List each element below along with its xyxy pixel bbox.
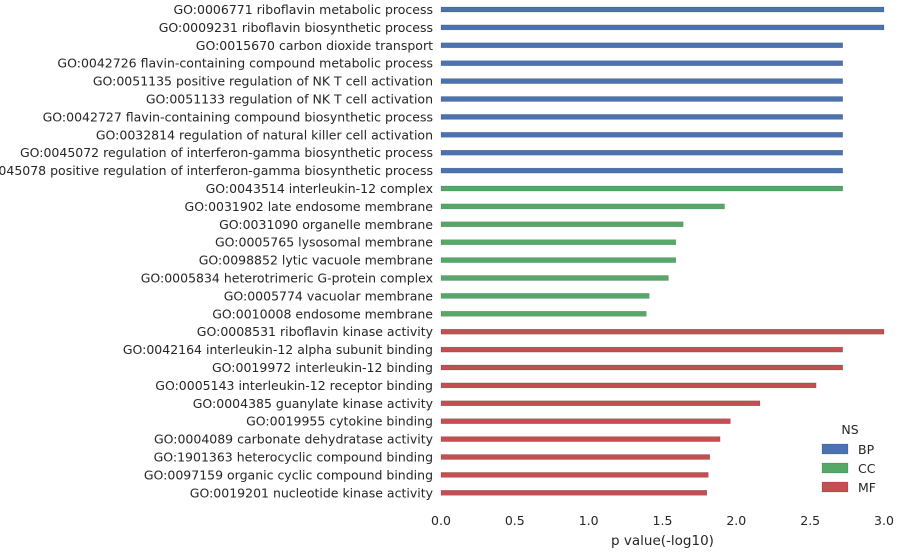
bar: [440, 382, 817, 389]
bar: [440, 6, 885, 13]
category-label: GO:0032814 regulation of natural killer …: [96, 127, 433, 142]
bar: [440, 490, 708, 496]
bar: [440, 293, 650, 299]
category-label: GO:0019972 interleukin-12 binding: [212, 360, 433, 375]
category-label: GO:0005774 vacuolar membrane: [224, 288, 434, 303]
category-label: GO:0019955 cytokine binding: [246, 414, 433, 429]
bar: [440, 418, 731, 424]
legend-swatch-bp: [821, 443, 849, 455]
bar: [440, 203, 725, 210]
bar: [440, 239, 677, 245]
legend: NS BP CC MF: [821, 422, 876, 495]
category-label: GO:0097159 organic cyclic compound bindi…: [144, 467, 433, 482]
x-axis-title: p value(-log10): [611, 533, 714, 549]
x-tick-label: 1.5: [653, 513, 673, 528]
bar: [440, 24, 885, 31]
bar: [440, 275, 669, 281]
x-tick-label: 0.5: [505, 513, 525, 528]
bar: [440, 221, 684, 228]
bar: [440, 257, 677, 263]
x-tick-label: 3.0: [874, 513, 894, 528]
category-label: GO:0045078 positive regulation of interf…: [0, 163, 433, 178]
category-label: GO:0005834 heterotrimeric G-protein comp…: [141, 271, 433, 286]
category-label: GO:0004385 guanylate kinase activity: [193, 396, 434, 411]
category-label: GO:0042727 flavin-containing compound bi…: [43, 109, 433, 124]
bar: [440, 436, 721, 442]
x-tick-label: 0.0: [431, 513, 451, 528]
category-label: GO:0005143 interleukin-12 receptor bindi…: [155, 378, 433, 393]
legend-label-mf: MF: [858, 480, 876, 495]
category-label: GO:1901363 heterocyclic compound binding: [154, 450, 433, 465]
category-label: GO:0005765 lysosomal membrane: [215, 235, 433, 250]
bar: [440, 400, 761, 407]
bar: [440, 328, 885, 335]
bars-layer: [440, 6, 885, 496]
legend-swatch-mf: [821, 481, 849, 493]
category-label: GO:0043514 interleukin-12 complex: [206, 181, 433, 196]
category-label: GO:0042164 interleukin-12 alpha subunit …: [123, 342, 433, 357]
x-tick-label: 2.0: [726, 513, 746, 528]
bar: [440, 132, 843, 138]
category-label: GO:0010008 endosome membrane: [212, 306, 433, 321]
category-label: GO:0098852 lytic vacuole membrane: [199, 253, 434, 268]
category-label: GO:0051133 regulation of NK T cell activ…: [146, 92, 433, 107]
bar: [440, 60, 843, 66]
bar: [440, 167, 843, 174]
bar: [440, 78, 843, 84]
bar: [440, 346, 843, 353]
category-labels: GO:0006771 riboflavin metabolic process G…: [0, 2, 434, 500]
category-label: GO:0042726 flavin-containing compound me…: [57, 56, 433, 71]
legend-label-bp: BP: [858, 442, 875, 457]
legend-label-cc: CC: [858, 461, 876, 476]
bar: [440, 454, 711, 460]
legend-entries: BP CC MF: [821, 442, 876, 495]
x-axis-ticks: 0.0 0.5 1.0 1.5 2.0 2.5 3.0: [431, 513, 894, 528]
category-label: GO:0045072 regulation of interferon-gamm…: [20, 145, 433, 160]
legend-swatch-cc: [821, 462, 849, 474]
category-label: GO:0051135 positive regulation of NK T c…: [93, 74, 433, 89]
category-label: GO:0031902 late endosome membrane: [185, 199, 434, 214]
bar: [440, 96, 843, 102]
category-label: GO:0004089 carbonate dehydratase activit…: [154, 432, 434, 447]
bar: [440, 42, 843, 49]
bar: [440, 364, 843, 371]
x-tick-label: 1.0: [579, 513, 599, 528]
x-tick-label: 2.5: [800, 513, 820, 528]
category-label: GO:0009231 riboflavin biosynthetic proce…: [159, 20, 433, 35]
category-label: GO:0008531 riboflavin kinase activity: [197, 324, 434, 339]
category-label: GO:0006771 riboflavin metabolic process: [174, 2, 434, 17]
bar: [440, 472, 709, 478]
bar: [440, 185, 843, 192]
bar: [440, 114, 843, 120]
bar: [440, 149, 843, 156]
bar: [440, 311, 647, 317]
category-label: GO:0019201 nucleotide kinase activity: [190, 485, 434, 500]
category-label: GO:0015670 carbon dioxide transport: [196, 38, 433, 53]
category-label: GO:0031090 organelle membrane: [219, 217, 433, 232]
legend-title: NS: [841, 422, 858, 437]
